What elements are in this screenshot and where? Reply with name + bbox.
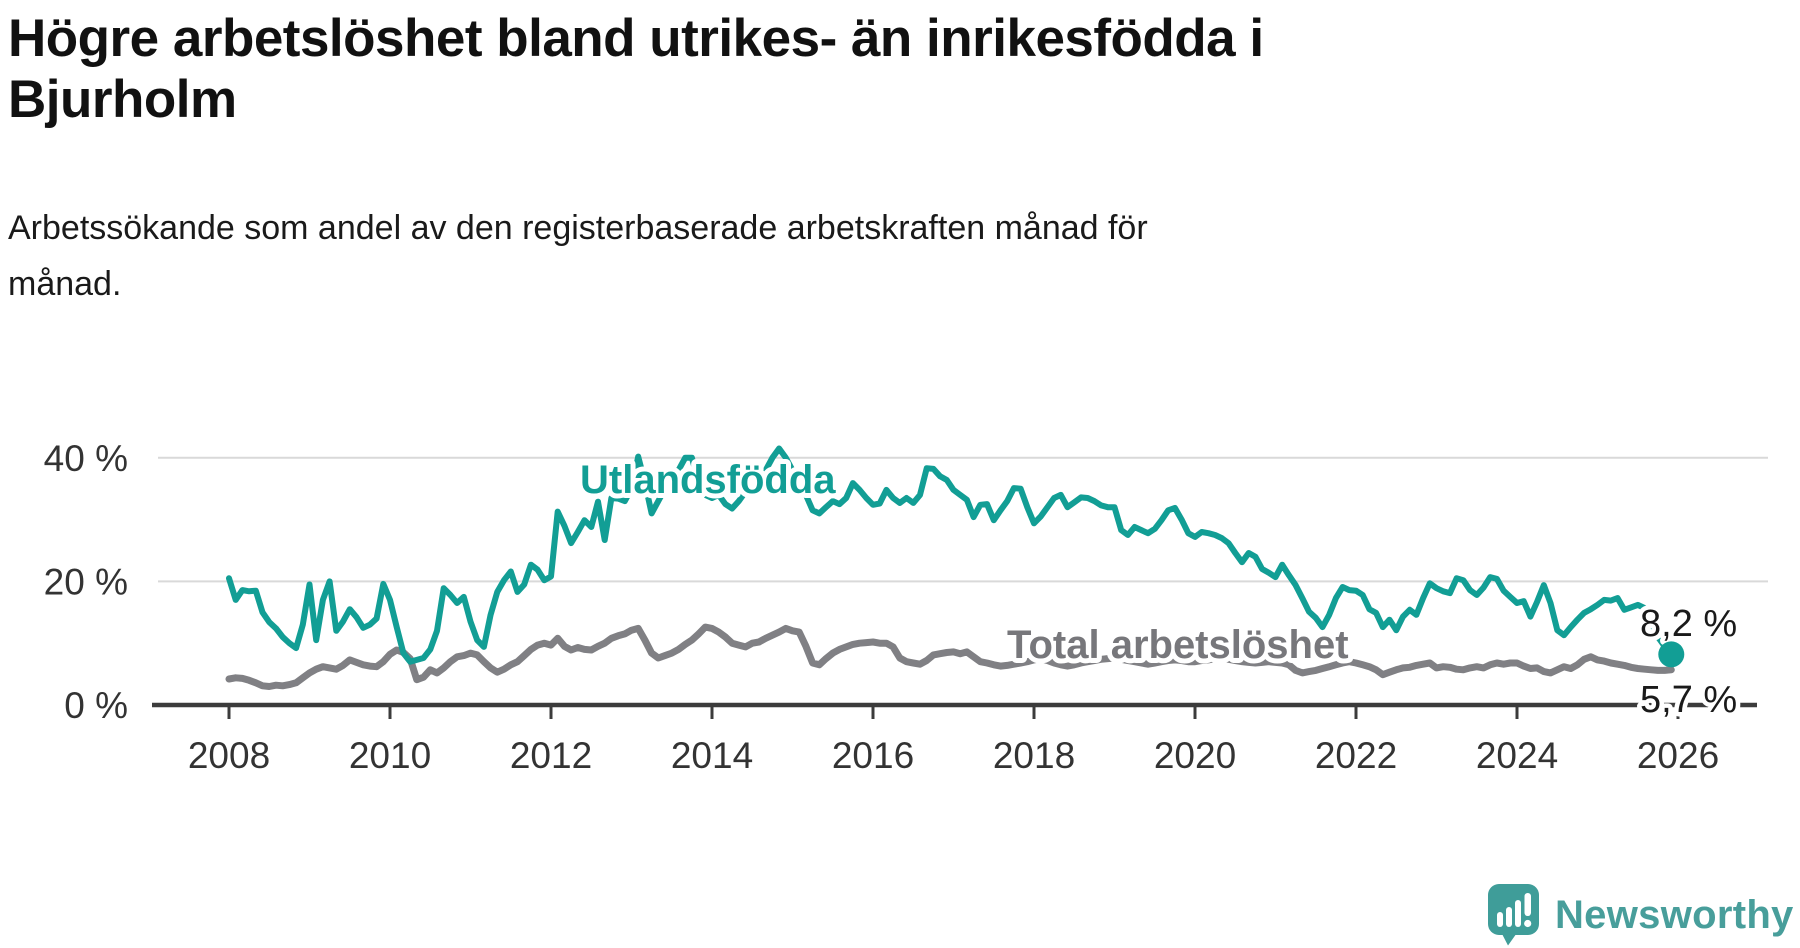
series-label-total: Total arbetslöshet	[1007, 623, 1349, 667]
x-axis-label-2022: 2022	[1315, 735, 1397, 776]
series-label-utlandsfodda: Utlandsfödda	[580, 458, 836, 502]
x-axis-label-2008: 2008	[188, 735, 270, 776]
newsworthy-wordmark: Newsworthy	[1555, 892, 1794, 937]
latest-value-dot	[1658, 641, 1685, 668]
x-axis-label-2020: 2020	[1154, 735, 1236, 776]
x-axis-label-2010: 2010	[349, 735, 431, 776]
x-axis-label-2014: 2014	[671, 735, 753, 776]
chart-subtitle-line2: månad.	[8, 265, 122, 303]
y-axis-label-0: 0 %	[64, 685, 128, 726]
x-axis-label-2026: 2026	[1637, 735, 1719, 776]
end-value-label-utlandsfodda: 8,2 %	[1640, 603, 1737, 645]
series-line-utlandsfodda	[226, 445, 1675, 665]
x-axis-label-2018: 2018	[993, 735, 1075, 776]
chart-title: Högre arbetslöshet bland utrikes- än inr…	[8, 8, 1568, 130]
x-axis-label-2024: 2024	[1476, 735, 1558, 776]
chart-subtitle: Arbetssökande som andel av den registerb…	[8, 200, 1568, 312]
chart-subtitle-line1: Arbetssökande som andel av den registerb…	[8, 209, 1148, 247]
y-axis-label-20: 20 %	[44, 561, 128, 602]
end-value-label-total: 5,7 %	[1640, 679, 1737, 721]
y-axis-label-40: 40 %	[44, 438, 128, 479]
chart-title-line1: Högre arbetslöshet bland utrikes- än inr…	[8, 9, 1264, 68]
newsworthy-icon	[1488, 884, 1539, 946]
series-line-total	[225, 623, 1675, 690]
x-axis-label-2016: 2016	[832, 735, 914, 776]
x-axis-label-2012: 2012	[510, 735, 592, 776]
chart-title-line2: Bjurholm	[8, 70, 237, 129]
newsworthy-logo: Newsworthy	[1487, 884, 1794, 946]
